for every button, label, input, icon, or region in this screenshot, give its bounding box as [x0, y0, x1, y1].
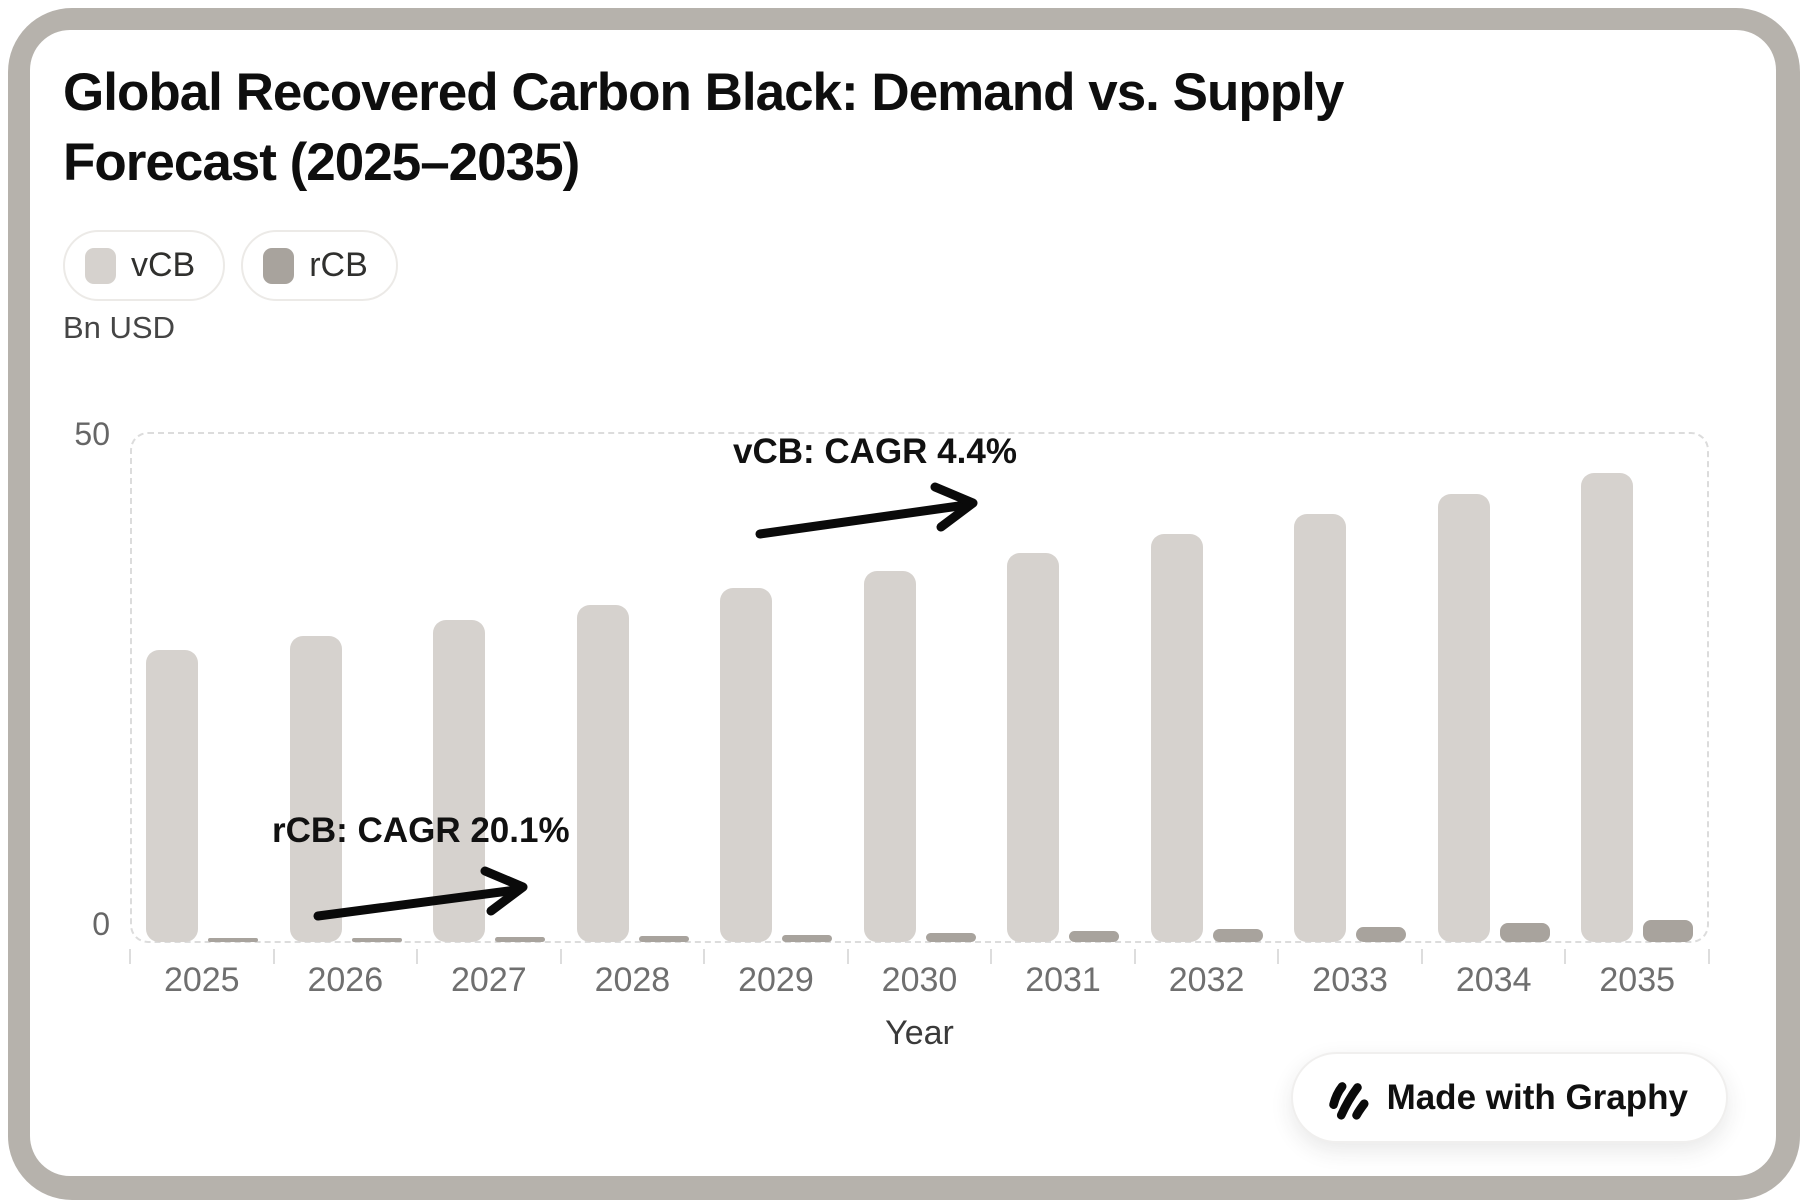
page-title: Global Recovered Carbon Black: Demand vs… [63, 63, 1344, 192]
x-axis-tick [1277, 949, 1280, 964]
vcb-bar-2031[interactable] [1007, 553, 1060, 942]
x-label-2029: 2029 [738, 961, 814, 999]
rcb-bar-2033[interactable] [1356, 926, 1407, 942]
y-tick-50: 50 [74, 416, 110, 452]
x-label-2026: 2026 [307, 961, 384, 999]
vcb-bar-2032[interactable] [1150, 533, 1203, 942]
vcb-bar-2025[interactable] [146, 649, 198, 942]
made-with-graphy-badge[interactable]: Made with Graphy [1290, 1052, 1728, 1143]
x-label-2033: 2033 [1312, 961, 1388, 999]
legend-chip-rcb[interactable]: rCB [241, 230, 398, 301]
badge-label: Made with Graphy [1386, 1077, 1688, 1117]
rcb-bar-2032[interactable] [1212, 929, 1263, 942]
rcb-bar-2035[interactable] [1643, 919, 1694, 942]
legend-label-rcb: rCB [309, 246, 368, 284]
vcb-bar-2030[interactable] [863, 571, 916, 942]
rcb-bar-2028[interactable] [638, 935, 689, 942]
x-axis-title: Year [885, 1014, 954, 1052]
vcb-bar-2027[interactable] [433, 620, 486, 942]
x-axis-tick [1420, 949, 1423, 964]
legend-label-vcb: vCB [131, 246, 196, 284]
x-axis-tick [846, 949, 849, 964]
plot-area [130, 432, 1709, 943]
y-axis-unit-label: Bn USD [63, 310, 175, 345]
x-axis-tick [1708, 949, 1710, 964]
x-label-2028: 2028 [594, 961, 671, 999]
x-axis-tick [559, 949, 562, 964]
x-axis-tick [129, 949, 131, 964]
rcb-bar-2029[interactable] [782, 934, 833, 942]
x-label-2027: 2027 [451, 961, 527, 999]
rcb-bar-2031[interactable] [1069, 931, 1120, 942]
x-label-2035: 2035 [1599, 961, 1676, 999]
legend-chip-vcb[interactable]: vCB [63, 230, 226, 301]
plot-border [130, 432, 1709, 943]
x-label-2032: 2032 [1168, 961, 1245, 999]
rcb-bar-2025[interactable] [208, 938, 258, 942]
x-axis: 2025 2026 2027 2028 2029 2030 2031 2032 2033 2034… [129, 947, 1710, 1007]
graphy-logo-icon [1328, 1081, 1369, 1120]
x-label-2030: 2030 [881, 961, 958, 999]
legend: vCB rCB [63, 230, 398, 301]
x-axis-tick [990, 949, 993, 964]
x-axis-tick [1564, 949, 1567, 964]
x-axis-tick [1133, 949, 1136, 964]
vcb-bar-2033[interactable] [1294, 514, 1347, 942]
x-label-2034: 2034 [1455, 961, 1532, 999]
annotation-rcb-cagr: rCB: CAGR 20.1% [272, 811, 570, 850]
rcb-swatch [263, 247, 295, 284]
x-axis-tick [272, 949, 275, 964]
vcb-bar-2035[interactable] [1581, 472, 1634, 942]
x-label-2025: 2025 [163, 961, 240, 999]
rcb-bar-2030[interactable] [925, 933, 976, 942]
rcb-bar-2034[interactable] [1499, 923, 1550, 942]
rcb-bar-2026[interactable] [351, 937, 402, 942]
vcb-bar-2029[interactable] [720, 587, 773, 942]
annotation-vcb-cagr: vCB: CAGR 4.4% [733, 432, 1017, 471]
x-axis-tick [416, 949, 419, 964]
y-tick-0: 0 [92, 906, 110, 942]
rcb-bar-2027[interactable] [495, 936, 546, 942]
x-axis-tick [703, 949, 706, 964]
x-label-2031: 2031 [1025, 961, 1101, 999]
vcb-swatch [85, 247, 116, 284]
vcb-bar-2026[interactable] [289, 635, 342, 942]
vcb-bar-2028[interactable] [576, 605, 629, 942]
vcb-bar-2034[interactable] [1437, 494, 1490, 942]
